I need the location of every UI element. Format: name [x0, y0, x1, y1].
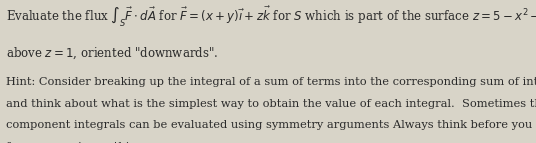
Text: and think about what is the simplest way to obtain the value of each integral.  : and think about what is the simplest way…	[6, 99, 536, 109]
Text: above $z = 1$, oriented "downwards".: above $z = 1$, oriented "downwards".	[6, 46, 219, 61]
Text: Hint: Consider breaking up the integral of a sum of terms into the corresponding: Hint: Consider breaking up the integral …	[6, 77, 536, 87]
Text: Evaluate the flux $\int_S \vec{F} \cdot d\vec{A}$ for $\vec{F} = (x+y)\vec{\imat: Evaluate the flux $\int_S \vec{F} \cdot …	[6, 4, 536, 29]
Text: component integrals can be evaluated using symmetry arguments Always think befor: component integrals can be evaluated usi…	[6, 120, 536, 130]
Text: force compute anything.: force compute anything.	[6, 142, 148, 143]
